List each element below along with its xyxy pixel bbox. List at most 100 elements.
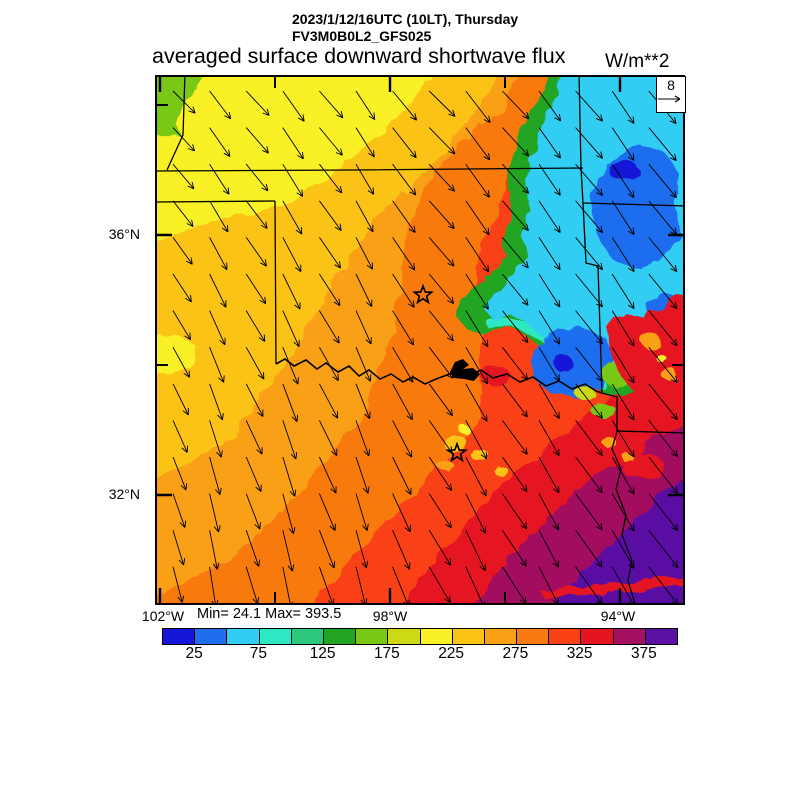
wind-arrow [428, 456, 453, 491]
wind-arrow [172, 163, 195, 190]
wind-arrow [282, 310, 300, 348]
wind-arrow [648, 346, 678, 384]
red-river [275, 358, 603, 394]
wind-arrow [428, 346, 454, 379]
wind-arrow [172, 310, 191, 341]
wind-arrow [209, 90, 232, 120]
wind-arrow [319, 383, 339, 419]
wind-arrow [245, 383, 264, 417]
lat-label: 32°N [108, 486, 140, 502]
wind-arrow [282, 163, 304, 197]
wind-arrow [575, 273, 604, 308]
wind-arrow [502, 383, 528, 418]
wind-arrow [648, 383, 678, 421]
wind-arrow [611, 456, 635, 495]
wind-arrow [392, 493, 411, 533]
wind-arrow [575, 346, 603, 382]
wind-arrow [355, 273, 373, 308]
wind-arrow [502, 310, 529, 344]
colorbar-cell [452, 629, 485, 644]
wind-arrow [648, 310, 678, 347]
corner-green-patch [155, 75, 202, 137]
wind-arrow [172, 273, 192, 303]
green-mottle [591, 402, 615, 418]
gold-mottle [471, 449, 489, 461]
wind-arrow [502, 200, 529, 232]
wind-arrow [502, 346, 529, 381]
wind-arrow [611, 310, 635, 347]
wind-arrow [282, 237, 302, 273]
wind-arrow [465, 163, 490, 198]
lon-label: 98°W [372, 608, 408, 624]
colorbar-tick-label: 325 [566, 645, 593, 662]
wind-arrow [209, 456, 222, 495]
wind-arrow [392, 90, 418, 121]
wind-arrow [428, 237, 455, 267]
wind-arrow [282, 530, 295, 572]
wind-arrow [538, 273, 561, 308]
wind-arrow [245, 90, 270, 116]
wind-arrow [538, 200, 561, 233]
cloud-navy-spot [553, 355, 573, 371]
wind-arrow [428, 200, 455, 230]
wind-arrow [465, 530, 486, 572]
wind-arrow [465, 456, 487, 497]
wind-arrow [209, 420, 223, 458]
wind-arrow [648, 237, 678, 273]
wind-arrow [502, 493, 528, 530]
wind-arrow [318, 530, 336, 569]
wind-arrow [538, 493, 560, 531]
wind-arrow [428, 383, 454, 417]
wind-arrow [355, 163, 375, 195]
wind-arrow [245, 530, 261, 567]
wind-arrow [319, 127, 343, 156]
wind-arrow [392, 163, 417, 196]
colorbar-tick-label: 25 [185, 645, 203, 662]
wind-arrow [209, 163, 230, 195]
river-red-patch [481, 365, 509, 385]
wind-arrows-layer [172, 90, 679, 605]
wind-arrow [575, 383, 603, 419]
wind-arrow [538, 420, 560, 457]
wind-arrow [245, 310, 266, 342]
south-red-patch [621, 455, 665, 479]
wind-arrow [502, 127, 530, 157]
wind-arrow [538, 310, 561, 345]
wind-arrow [209, 383, 224, 421]
wind-arrow [575, 200, 604, 234]
wind-arrow [428, 310, 454, 342]
wind-arrow [575, 456, 603, 494]
flux-map-canvas [155, 75, 685, 605]
wind-arrow [611, 346, 635, 384]
wind-arrow [282, 347, 299, 385]
colorbar-tick-label: 275 [502, 645, 529, 662]
colorbar-cell [323, 629, 357, 644]
wind-arrow [355, 383, 371, 420]
wind-arrow [611, 90, 635, 124]
wind-arrow [318, 456, 337, 494]
wind-arrow [648, 456, 679, 495]
wind-arrow [355, 237, 373, 270]
wind-arrow [355, 347, 372, 382]
wind-arrow [245, 273, 267, 305]
colorbar-cell [613, 629, 646, 644]
wind-arrow [575, 493, 603, 531]
wind-arrow [282, 456, 297, 497]
wind-arrow [538, 529, 559, 568]
wind-arrow [502, 163, 530, 194]
colorbar-tick-label: 175 [373, 645, 400, 662]
cloud-navy-spot [608, 160, 638, 180]
wind-arrow [392, 127, 417, 159]
wind-arrow [575, 420, 603, 456]
wind-arrow [611, 237, 635, 273]
wind-arrow [648, 420, 679, 458]
wind-arrow [465, 237, 490, 273]
wind-arrow [392, 237, 416, 271]
purple-red-streak [541, 576, 685, 599]
colorbar-tick-label: 75 [249, 645, 267, 662]
colorbar-cell [581, 629, 614, 644]
wind-arrow [428, 90, 456, 117]
wind-arrow [282, 383, 299, 423]
wind-arrow [392, 200, 416, 233]
wind-arrow [355, 90, 376, 120]
